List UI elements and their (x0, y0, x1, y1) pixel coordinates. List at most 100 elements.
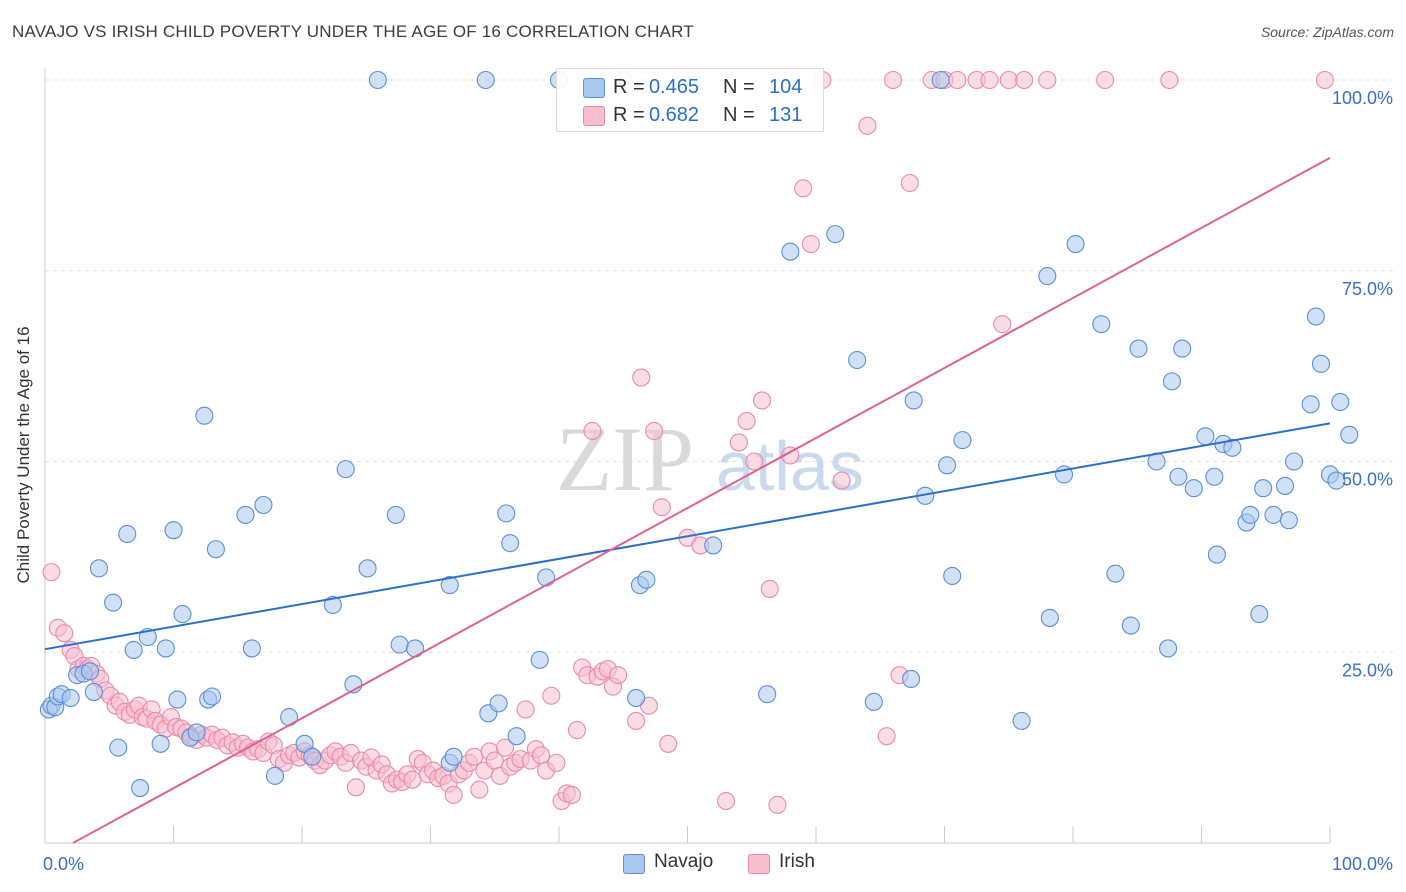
navajo-point (131, 779, 150, 798)
navajo-point (1066, 234, 1085, 254)
navajo-point (386, 505, 405, 524)
navajo-point (1207, 545, 1226, 564)
navajo-point (627, 688, 646, 708)
irish-point (768, 795, 787, 814)
navajo-point (151, 734, 170, 753)
navajo-point (1275, 476, 1295, 495)
navajo-point (1092, 315, 1111, 334)
series-legend: Navajo Irish (0, 851, 1406, 879)
irish-point (403, 770, 422, 789)
legend-irish-label: Irish (779, 851, 815, 872)
navajo-r-label: R = (613, 76, 645, 98)
navajo-point (1327, 471, 1346, 490)
navajo-point (938, 456, 957, 475)
watermark-zip: ZIP (556, 408, 694, 510)
navajo-point (1159, 639, 1178, 658)
irish-point (42, 563, 61, 582)
navajo-point (1169, 467, 1188, 486)
navajo-point (1340, 425, 1359, 444)
navajo-point (501, 534, 520, 553)
irish-point (877, 727, 896, 746)
irish-point (547, 753, 566, 772)
irish-point (627, 711, 646, 730)
navajo-point (164, 521, 183, 540)
chart-title: NAVAJO VS IRISH CHILD POVERTY UNDER THE … (12, 22, 694, 41)
navajo-point (826, 225, 845, 244)
navajo-point (173, 605, 192, 624)
irish-point (1038, 70, 1057, 90)
navajo-point (1241, 505, 1260, 524)
irish-point (583, 421, 602, 441)
irish-point (495, 738, 515, 757)
legend-navajo-swatch (623, 854, 645, 874)
irish-point (752, 391, 772, 410)
navajo-point (206, 540, 225, 559)
navajo-point (1223, 438, 1242, 457)
irish-point (531, 746, 551, 765)
navajo-point (303, 747, 322, 766)
navajo-point (904, 391, 923, 410)
navajo-point (89, 559, 109, 578)
navajo-point (1184, 479, 1203, 498)
irish-point (729, 433, 748, 452)
navajo-point (758, 685, 777, 704)
irish-n-value: 131 (769, 104, 803, 126)
x-tick-label: 100.0% (1332, 854, 1393, 874)
irish-point (980, 70, 999, 90)
x-tick-label: 0.0% (43, 854, 84, 874)
legend-row-navajo: R = 0.465 N = 104 (557, 73, 823, 101)
irish-point (567, 721, 587, 740)
navajo-point (80, 662, 100, 681)
navajo-point (236, 505, 255, 524)
navajo-point (1173, 339, 1192, 358)
navajo-point (637, 570, 656, 589)
navajo-point (195, 406, 214, 425)
navajo-n-value: 104 (769, 76, 803, 98)
navajo-point (323, 595, 342, 614)
navajo-point (1038, 267, 1057, 286)
navajo-point (265, 766, 285, 785)
navajo-point (1121, 616, 1140, 635)
irish-point (645, 421, 664, 441)
navajo-point (1306, 307, 1325, 326)
navajo-point (1279, 511, 1298, 530)
irish-point (794, 179, 813, 198)
navajo-point (1250, 605, 1269, 624)
irish-point (659, 734, 678, 753)
navajo-point (1254, 479, 1273, 498)
irish-point (542, 686, 561, 705)
irish-n-label: N = (723, 104, 755, 126)
navajo-point (1040, 608, 1059, 627)
y-tick-label: 25.0% (1342, 660, 1393, 680)
navajo-point (931, 70, 950, 90)
irish-point (858, 116, 877, 135)
navajo-point (864, 692, 883, 711)
navajo-point (1129, 339, 1148, 358)
y-tick-label: 75.0% (1342, 279, 1393, 299)
navajo-point (118, 524, 137, 544)
irish-swatch (583, 106, 605, 126)
irish-point (993, 315, 1012, 334)
navajo-point (1162, 372, 1181, 391)
navajo-point (1106, 564, 1125, 583)
navajo-point (1012, 711, 1031, 730)
navajo-point (497, 504, 516, 523)
irish-point (444, 785, 463, 804)
legend-row-irish: R = 0.682 N = 131 (557, 101, 823, 129)
navajo-point (444, 747, 463, 766)
navajo-point (440, 576, 459, 595)
irish-point (652, 498, 671, 517)
navajo-point (84, 682, 103, 701)
irish-point (1096, 70, 1115, 90)
irish-point (346, 778, 366, 797)
y-tick-label: 100.0% (1332, 88, 1393, 108)
navajo-point (61, 688, 80, 708)
irish-point (470, 780, 489, 799)
navajo-point (242, 639, 261, 658)
legend-navajo-label: Navajo (654, 851, 714, 872)
navajo-point (1301, 395, 1320, 414)
trend-lines (44, 156, 1331, 844)
navajo-point (537, 568, 556, 587)
irish-r-value: 0.682 (649, 104, 700, 126)
